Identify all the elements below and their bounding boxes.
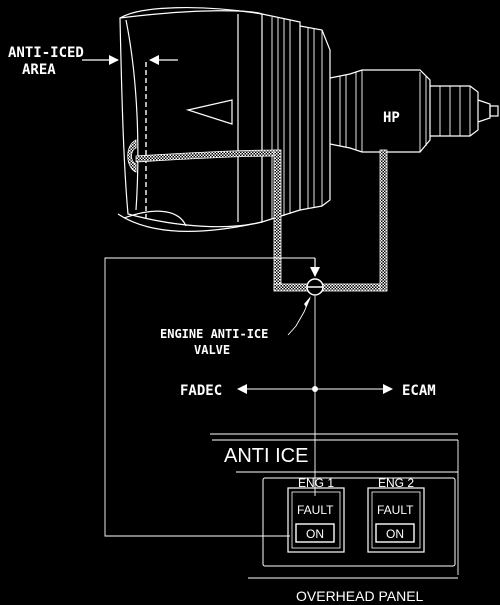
- eng2-label: ENG 2: [378, 476, 414, 490]
- eng1-pushbutton[interactable]: [287, 487, 345, 553]
- valve-label-2: VALVE: [194, 343, 230, 357]
- signal-wiring: [104, 257, 393, 537]
- anti-iced-area-label-2: AREA: [22, 62, 56, 78]
- anti-ice-panel-title: ANTI ICE: [224, 445, 308, 467]
- eng2-on-legend: ON: [386, 527, 404, 541]
- hp-label: HP: [383, 110, 400, 126]
- eng1-label: ENG 1: [298, 476, 334, 490]
- eng1-fault-legend: FAULT: [297, 503, 334, 517]
- eng2-fault-legend: FAULT: [377, 503, 414, 517]
- engine-nacelle: [117, 7, 499, 232]
- anti-iced-area-label-1: ANTI-ICED: [8, 45, 84, 61]
- overhead-panel: [210, 433, 459, 579]
- valve-label-1: ENGINE ANTI-ICE: [160, 327, 268, 341]
- overhead-panel-label: OVERHEAD PANEL: [296, 588, 424, 604]
- hot-air-duct: [127, 139, 388, 292]
- fadec-label: FADEC: [180, 383, 222, 399]
- ecam-label: ECAM: [402, 383, 436, 399]
- eng2-pushbutton[interactable]: [367, 487, 425, 553]
- engine-anti-ice-valve: [306, 278, 324, 296]
- eng1-on-legend: ON: [306, 527, 324, 541]
